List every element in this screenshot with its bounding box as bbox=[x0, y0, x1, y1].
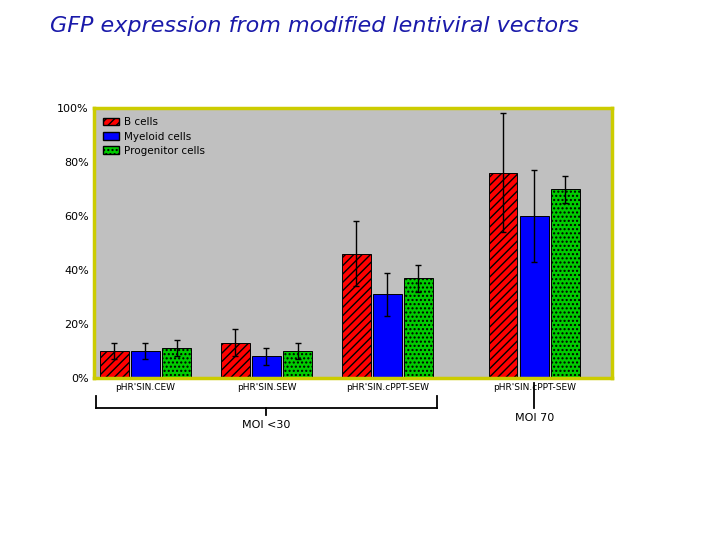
Bar bbox=[551, 189, 580, 378]
Text: MOI <30: MOI <30 bbox=[242, 420, 291, 430]
Bar bbox=[342, 254, 371, 378]
Bar bbox=[162, 348, 191, 378]
Bar bbox=[520, 216, 549, 378]
Legend: B cells, Myeloid cells, Progenitor cells: B cells, Myeloid cells, Progenitor cells bbox=[99, 113, 209, 160]
Bar bbox=[131, 351, 160, 378]
Bar bbox=[221, 343, 250, 378]
Bar bbox=[373, 294, 402, 378]
Bar bbox=[252, 356, 281, 378]
Text: MOI 70: MOI 70 bbox=[515, 413, 554, 423]
Bar bbox=[404, 278, 433, 378]
Bar bbox=[489, 173, 518, 378]
Bar bbox=[283, 351, 312, 378]
Text: GFP expression from modified lentiviral vectors: GFP expression from modified lentiviral … bbox=[50, 16, 580, 36]
Bar bbox=[100, 351, 129, 378]
